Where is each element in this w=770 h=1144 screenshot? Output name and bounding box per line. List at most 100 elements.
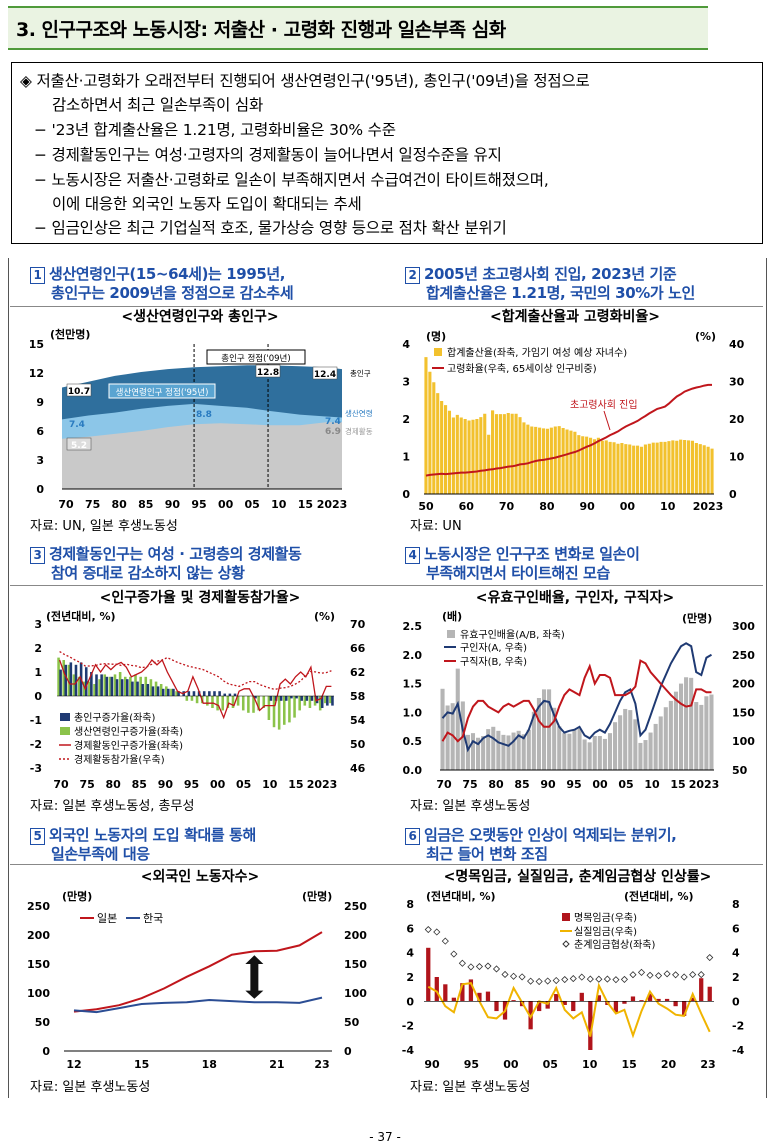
annotation-arrow [603,410,611,431]
marker-spring [612,976,620,984]
bar-working-growth [195,696,199,704]
bar-ratio [633,719,638,770]
bar-fertility [632,445,636,494]
bar-fertility [604,440,608,494]
chart4-source: 자료: 일본 후생노동성 [410,799,531,814]
bar-nominal [613,1001,619,1013]
bar-pop-growth [110,676,114,696]
x-tick-label: 12 [66,1058,81,1071]
marker-spring [467,963,475,971]
x-tick-label: 90 [424,1058,440,1071]
x-tick-label: 05 [245,498,260,511]
bar-pop-growth [202,691,206,696]
bar-ratio [562,733,567,770]
y-left-tick: -1 [30,714,42,727]
x-tick-label: 00 [620,500,636,513]
bar-fertility [667,441,671,494]
bar-pop-growth [151,686,155,696]
x-tick-label: 23 [700,1058,715,1071]
bar-working-growth [88,681,91,696]
bar-pop-growth [187,691,191,696]
y-right-tick: 300 [732,620,755,633]
bar-pop-growth [105,676,109,696]
y-left-tick: 6 [406,922,414,935]
bar-fertility [502,414,506,494]
bar-ratio [491,726,496,770]
y-right-label: (만명) [302,889,332,903]
bar-pop-growth [320,696,324,708]
x-tick-label: 10 [660,500,676,513]
legend-seekers: 구직자(B, 우축) [460,656,527,668]
bar-fertility [483,413,487,494]
y-right-tick: 8 [732,898,740,911]
x-tick-label: 2023 [693,500,724,513]
y-left-label: (전년대비, %) [46,609,116,623]
bar-fertility [447,410,452,494]
bar-working-growth [103,674,107,696]
bar-fertility [588,437,593,494]
value-labor-end: 6.9 [325,427,341,437]
bar-nominal [545,1001,550,1009]
bar-working-growth [308,696,312,708]
side-label-total: 총인구 [350,368,371,378]
y-right-tick: 250 [344,900,367,913]
bar-working-growth [72,674,76,696]
bar-ratio [552,707,557,770]
bar-fertility [514,413,518,494]
annotation-super-aged: 초고령사회 진입 [570,398,638,411]
chart5-title-line1: 외국인 노동자의 도입 확대를 통해 [49,826,256,844]
y-left-label: (전년대비, %) [426,889,496,903]
bar-nominal [647,994,653,1002]
bar-pop-growth [254,696,257,699]
bar-ratio [602,738,607,770]
bar-working-growth [77,676,81,696]
bar-ratio [653,723,658,770]
line-real [427,982,711,1039]
value-total-start-box [66,383,92,397]
bar-fertility [573,431,577,494]
bar-working-growth [57,657,60,696]
bar-fertility [443,405,448,494]
legend-swatch-nominal [562,913,570,921]
bar-fertility [663,441,667,494]
bar-fertility [647,443,651,494]
bar-nominal [707,986,712,1002]
bar-pop-growth [90,672,93,696]
bar-ratio [673,691,678,770]
legend-swatch-working [60,727,70,735]
bar-ratio [648,732,653,770]
x-tick-label: 70 [58,498,74,511]
x-tick-label: 80 [539,500,555,513]
bar-working-growth [313,696,317,706]
y-left-tick: 100 [27,987,50,1000]
bar-pop-growth [84,667,88,696]
bar-ratio [592,736,597,770]
bar-working-growth [236,696,240,706]
bar-ratio [684,677,689,770]
bar-ratio [486,729,491,770]
x-tick-label: 2023 [689,778,720,791]
bar-nominal [571,1001,576,1012]
chart5-title: 5 외국인 노동자의 도입 확대를 통해 일손부족에 대응 [30,826,256,864]
x-tick-label: 23 [314,1058,329,1071]
chart5-title-line2: 일손부족에 대응 [51,845,150,863]
bar-working-growth [165,686,168,696]
y-right-label: (전년대비, %) [624,889,694,903]
marker-spring [501,970,509,979]
bar-fertility [679,439,683,494]
x-tick-label: 90 [165,498,181,511]
chart6-title: 6 임금은 오랫동안 인상이 억제되는 분위기, 최근 들어 변화 조짐 [405,826,677,864]
bar-working-growth [252,696,255,713]
bar-ratio [521,734,526,770]
bar-fertility [686,440,691,494]
bar-nominal [579,992,584,1002]
bar-pop-growth [228,693,232,696]
bar-ratio [496,730,501,770]
legend-fertility: 합계출산율(좌축, 가임기 여성 예상 자녀수) [447,346,627,359]
y-right-tick: 40 [729,338,745,351]
bar-ratio [587,742,592,770]
y-left-tick: 3 [34,618,42,631]
bar-working-growth [144,676,148,696]
